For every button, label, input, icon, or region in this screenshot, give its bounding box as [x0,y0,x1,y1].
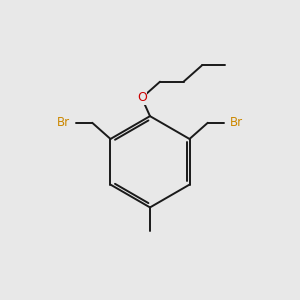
Text: Br: Br [57,116,70,129]
Text: O: O [137,92,147,104]
Text: Br: Br [230,116,243,129]
